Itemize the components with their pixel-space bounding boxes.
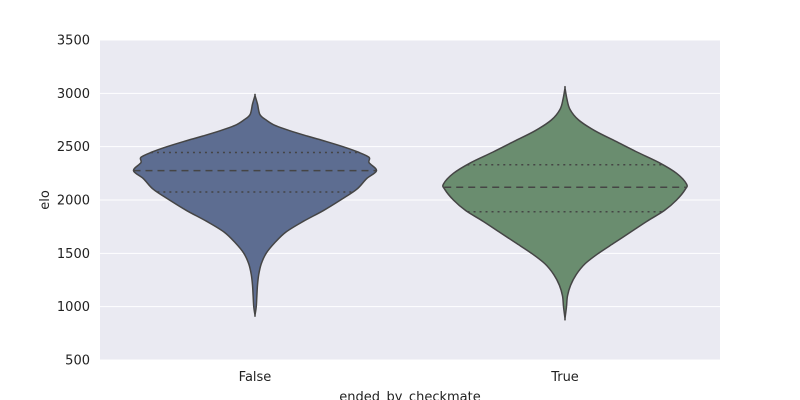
- y-tick-label: 3000: [57, 87, 90, 102]
- y-axis-label: elo: [38, 190, 53, 210]
- violin-true: [442, 85, 688, 321]
- violin-false: [132, 93, 378, 318]
- y-tick-label: 1500: [57, 247, 90, 262]
- y-tick-label: 500: [65, 354, 90, 369]
- x-axis-label: ended_by_checkmate: [339, 390, 480, 400]
- y-tick-labels: 500 1000 1500 2000 2500 3000 3500: [57, 34, 90, 369]
- violins: [132, 85, 688, 321]
- x-tick-label: False: [239, 370, 272, 385]
- y-tick-label: 2500: [57, 140, 90, 155]
- y-tick-label: 1000: [57, 300, 90, 315]
- x-tick-label: True: [550, 370, 579, 385]
- y-tick-label: 3500: [57, 34, 90, 49]
- y-tick-label: 2000: [57, 194, 90, 209]
- x-tick-labels: False True: [239, 370, 579, 385]
